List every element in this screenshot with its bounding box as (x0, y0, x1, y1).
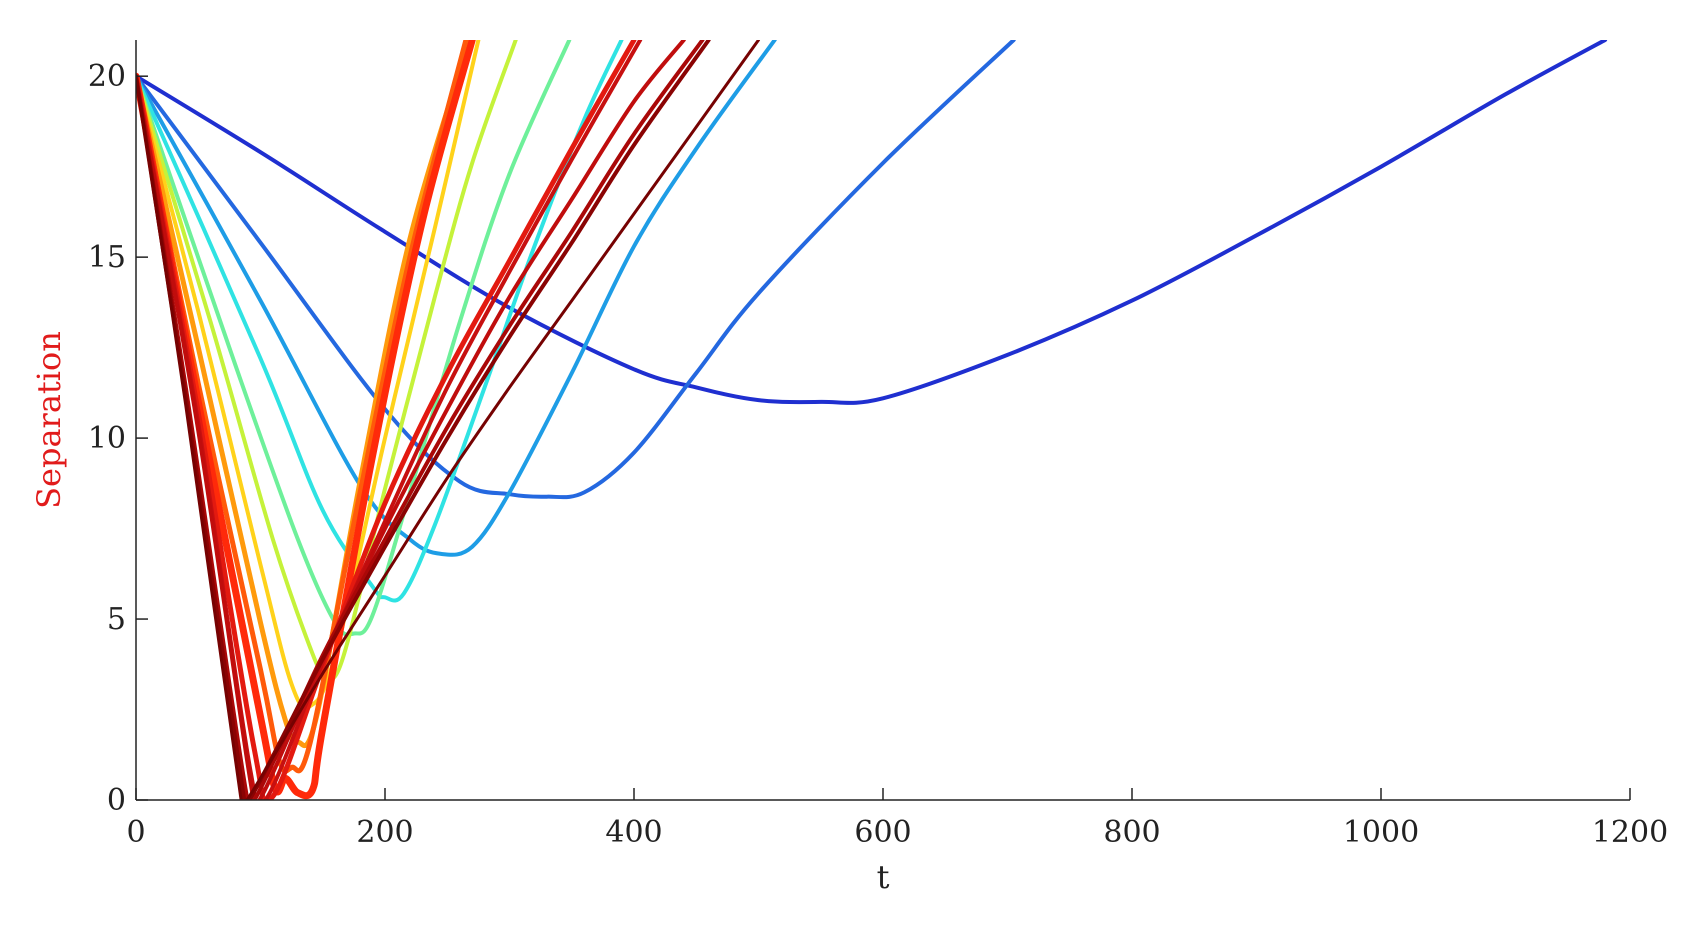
series-line-10 (136, 40, 476, 800)
y-axis-label: Separation (30, 331, 68, 509)
axes (135, 40, 1631, 801)
series-line-4 (136, 40, 624, 603)
y-tick-label: 15 (88, 240, 126, 275)
series-line-8 (136, 40, 473, 749)
series-line-3 (136, 40, 777, 557)
tick-labels: 0 200 400 600 800 1000 1200 0 5 10 15 20 (88, 59, 1668, 850)
y-tick-label: 5 (107, 602, 126, 637)
x-tick-label: 200 (356, 815, 413, 850)
series-line-16 (136, 40, 760, 800)
series-line-1 (136, 40, 1608, 405)
x-tick-label: 1000 (1343, 815, 1419, 850)
y-tick-label: 10 (88, 421, 126, 456)
x-axis-label: t (877, 858, 890, 896)
x-tick-label: 0 (126, 815, 145, 850)
x-tick-label: 1200 (1592, 815, 1668, 850)
x-tick-label: 400 (605, 815, 662, 850)
y-tick-label: 0 (107, 783, 126, 818)
series-layer (136, 40, 1608, 800)
y-tick-label: 20 (88, 59, 126, 94)
series-line-2 (136, 40, 1016, 500)
x-tick-label: 800 (1103, 815, 1160, 850)
x-tick-label: 600 (854, 815, 911, 850)
series-line-11 (136, 40, 637, 800)
series-line-5 (136, 40, 572, 637)
